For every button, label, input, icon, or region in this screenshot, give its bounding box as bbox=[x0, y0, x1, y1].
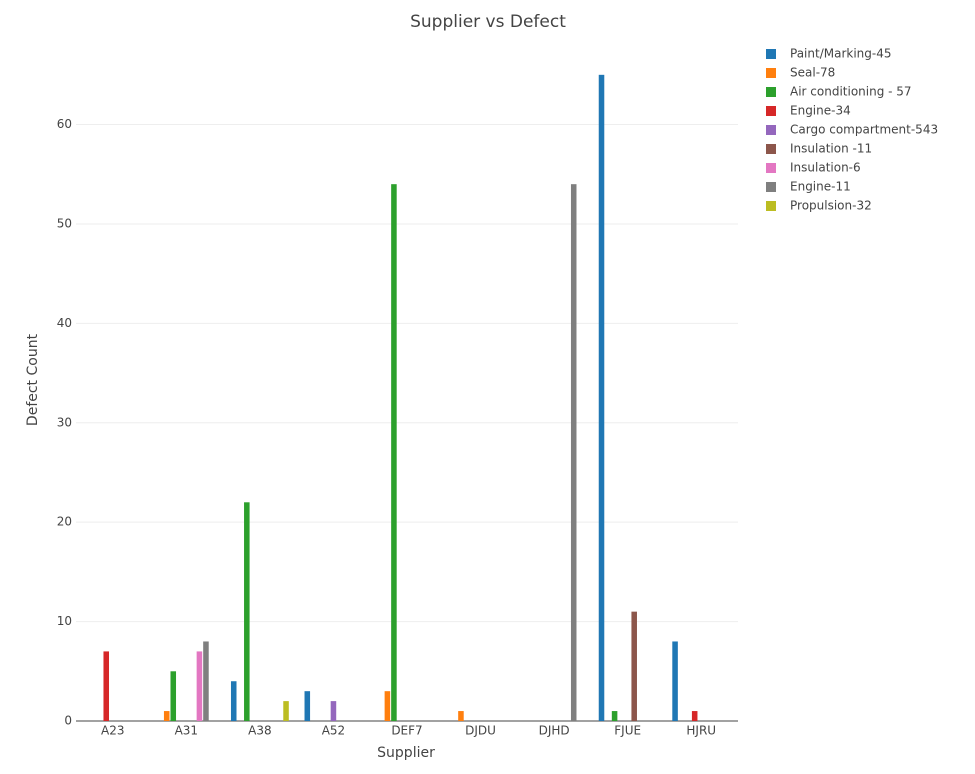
bar bbox=[458, 711, 464, 721]
legend-swatch bbox=[766, 68, 776, 78]
y-tick-label: 60 bbox=[57, 117, 72, 131]
legend-swatch bbox=[766, 49, 776, 59]
y-tick-label: 0 bbox=[64, 714, 72, 728]
bar bbox=[631, 611, 637, 721]
y-tick-label: 40 bbox=[57, 316, 72, 330]
legend-swatch bbox=[766, 87, 776, 97]
y-axis-title: Defect Count bbox=[25, 333, 41, 426]
x-tick-label: HJRU bbox=[686, 724, 716, 738]
legend-label: Seal-78 bbox=[790, 66, 835, 80]
legend-swatch bbox=[766, 144, 776, 154]
legend-label: Insulation-6 bbox=[790, 161, 861, 175]
y-tick-label: 50 bbox=[57, 216, 72, 230]
y-tick-label: 10 bbox=[57, 614, 72, 628]
x-tick-label: DEF7 bbox=[391, 724, 422, 738]
bar bbox=[691, 711, 698, 721]
legend-swatch bbox=[766, 106, 776, 116]
legend-swatch bbox=[766, 125, 776, 135]
bar bbox=[330, 701, 337, 721]
legend-swatch bbox=[766, 163, 776, 173]
bar bbox=[384, 691, 391, 721]
bar bbox=[244, 502, 250, 721]
chart-title: Supplier vs Defect bbox=[410, 12, 566, 32]
x-tick-label: A38 bbox=[248, 724, 271, 738]
legend-swatch bbox=[766, 182, 776, 192]
legend-label: Engine-11 bbox=[790, 180, 851, 194]
bar bbox=[672, 641, 678, 721]
bar bbox=[163, 711, 170, 721]
legend-label: Cargo compartment-543 bbox=[790, 123, 938, 137]
y-tick-label: 30 bbox=[57, 415, 72, 429]
bar bbox=[598, 74, 605, 721]
x-tick-label: A52 bbox=[322, 724, 345, 738]
bar bbox=[391, 184, 397, 722]
bar bbox=[304, 691, 311, 721]
x-axis-title: Supplier bbox=[377, 745, 435, 761]
bar bbox=[570, 184, 577, 722]
legend-label: Paint/Marking-45 bbox=[790, 47, 891, 61]
x-tick-label: FJUE bbox=[614, 724, 641, 738]
bar bbox=[170, 671, 177, 721]
bar bbox=[283, 701, 289, 721]
legend-label: Propulsion-32 bbox=[790, 199, 872, 213]
legend-label: Engine-34 bbox=[790, 104, 851, 118]
x-tick-label: DJHD bbox=[539, 724, 570, 738]
legend-label: Insulation -11 bbox=[790, 142, 872, 156]
bar bbox=[196, 651, 203, 721]
x-tick-label: A31 bbox=[175, 724, 198, 738]
legend-label: Air conditioning - 57 bbox=[790, 85, 912, 99]
x-tick-label: DJDU bbox=[465, 724, 496, 738]
bar bbox=[203, 641, 209, 721]
bar bbox=[230, 681, 237, 721]
legend-swatch bbox=[766, 201, 776, 211]
bar bbox=[103, 651, 110, 721]
x-tick-label: A23 bbox=[101, 724, 124, 738]
bar bbox=[611, 711, 618, 721]
y-tick-label: 20 bbox=[57, 515, 72, 529]
